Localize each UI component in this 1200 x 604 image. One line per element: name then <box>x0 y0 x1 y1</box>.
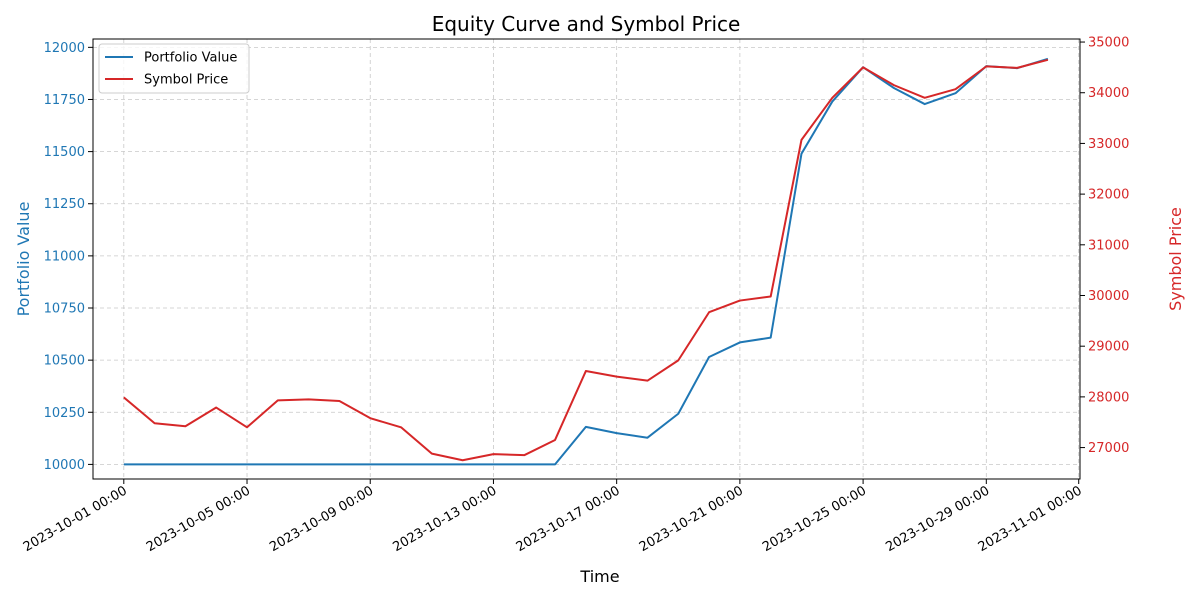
right-y-tick-label: 27000 <box>1088 441 1129 456</box>
series-line-symbol-price <box>124 60 1048 460</box>
left-y-tick-label: 10000 <box>44 458 85 473</box>
legend-label-portfolio-value: Portfolio Value <box>144 51 237 66</box>
left-y-tick-label: 10250 <box>44 406 85 421</box>
left-y-tick-label: 11750 <box>44 93 85 108</box>
series-layer <box>124 59 1048 465</box>
legend-label-symbol-price: Symbol Price <box>144 73 228 88</box>
x-tick-label: 2023-10-21 00:00 <box>637 483 746 555</box>
left-y-tick-label: 12000 <box>44 41 85 56</box>
x-tick-label: 2023-10-05 00:00 <box>144 483 253 555</box>
left-y-tick-label: 10500 <box>44 354 85 369</box>
right-y-axis: 27000 28000 29000 30000 31000 32000 33000 34000… <box>1080 36 1129 457</box>
right-y-tick-label: 32000 <box>1088 188 1129 203</box>
right-y-axis-label: Symbol Price <box>1166 207 1185 311</box>
left-y-tick-label: 11000 <box>44 249 85 264</box>
grid <box>93 39 1080 479</box>
legend: Portfolio Value Symbol Price <box>99 44 249 93</box>
x-tick-label: 2023-10-13 00:00 <box>390 483 499 555</box>
x-tick-label: 2023-10-09 00:00 <box>267 483 376 555</box>
series-line-portfolio-value <box>124 59 1048 465</box>
chart-title: Equity Curve and Symbol Price <box>432 12 741 36</box>
right-y-tick-label: 34000 <box>1088 86 1129 101</box>
left-y-tick-label: 11250 <box>44 197 85 212</box>
x-axis-label: Time <box>579 567 619 586</box>
left-y-axis: 10000 10250 10500 10750 11000 11250 11500 11750… <box>44 41 93 473</box>
left-y-tick-label: 10750 <box>44 302 85 317</box>
x-tick-label: 2023-10-17 00:00 <box>514 483 623 555</box>
right-y-tick-label: 30000 <box>1088 289 1129 304</box>
x-tick-label: 2023-10-01 00:00 <box>21 483 130 555</box>
right-y-tick-label: 35000 <box>1088 36 1129 51</box>
right-y-tick-label: 33000 <box>1088 137 1129 152</box>
x-tick-label: 2023-11-01 00:00 <box>976 483 1085 555</box>
right-y-tick-label: 31000 <box>1088 238 1129 253</box>
left-y-axis-label: Portfolio Value <box>14 202 33 317</box>
right-y-tick-label: 29000 <box>1088 340 1129 355</box>
right-y-tick-label: 28000 <box>1088 390 1129 405</box>
plot-frame <box>93 39 1080 479</box>
x-tick-label: 2023-10-25 00:00 <box>760 483 869 555</box>
left-y-tick-label: 11500 <box>44 145 85 160</box>
